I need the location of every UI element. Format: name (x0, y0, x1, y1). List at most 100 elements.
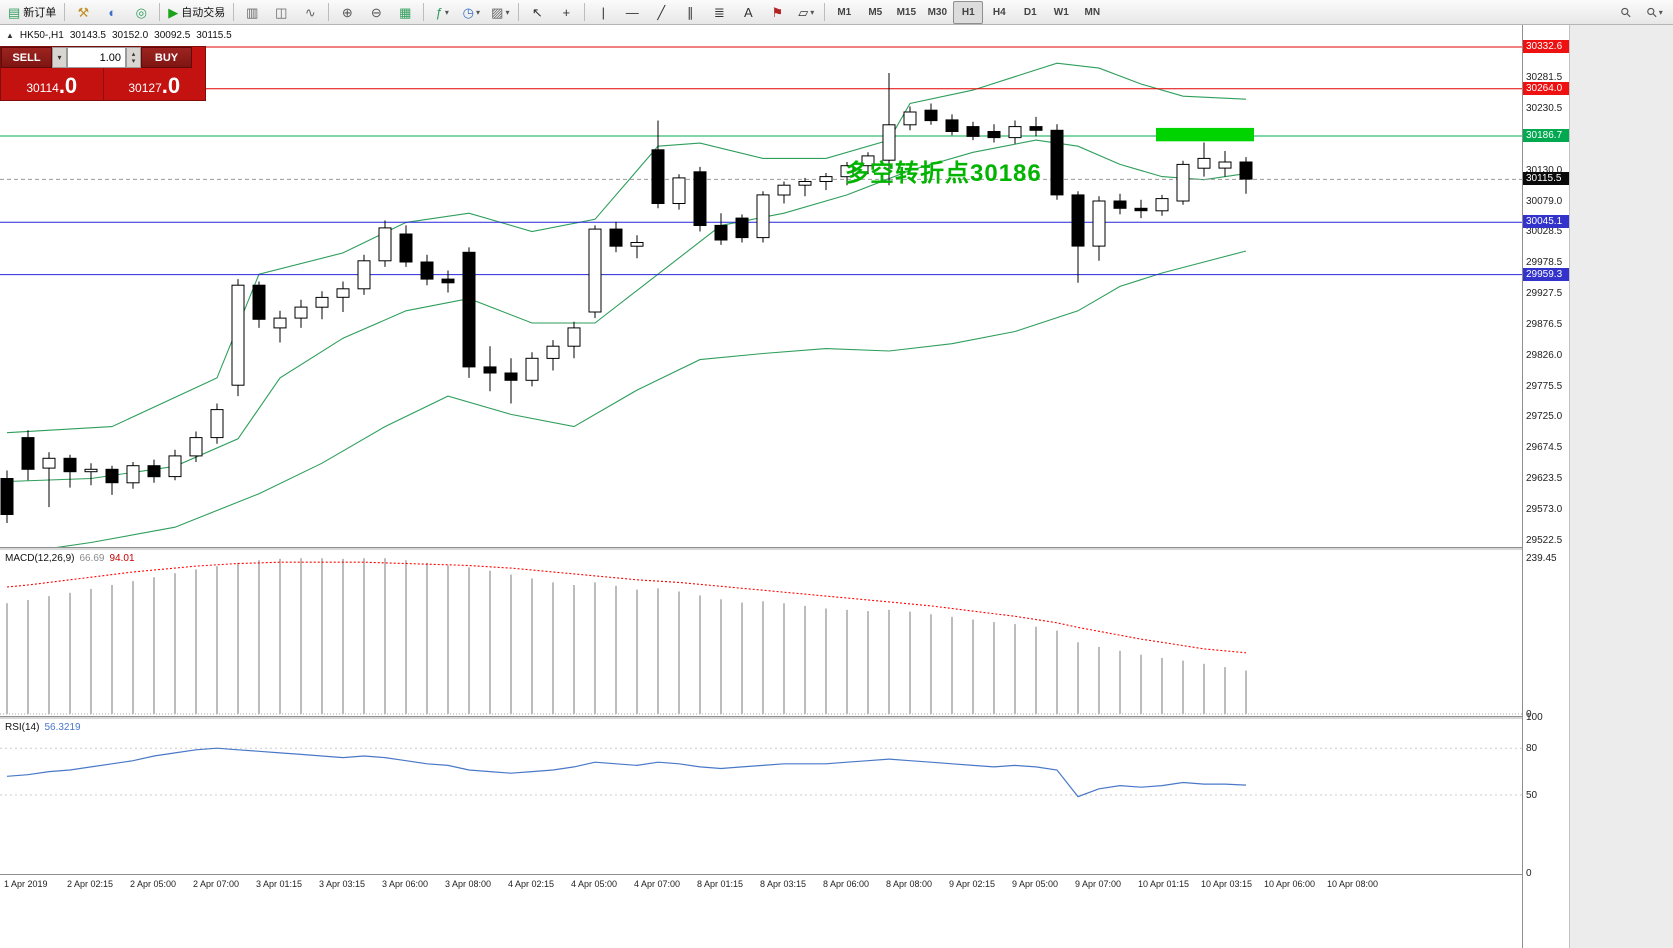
pane-divider[interactable] (0, 547, 1569, 550)
zoom-in-button[interactable]: ⊕ (333, 1, 361, 24)
collapse-objects-icon[interactable]: ▲ (6, 31, 14, 40)
sell-price-small: 30114 (26, 81, 59, 95)
candle-body (1197, 157, 1211, 169)
time-axis[interactable]: 1 Apr 2019 2 Apr 02:15 2 Apr 05:00 2 Apr 07… (0, 874, 1569, 898)
time-axis-label: 10 Apr 01:15 (1138, 879, 1190, 889)
search-icon-button[interactable]: ⚲ (1612, 1, 1640, 24)
candle-body (315, 296, 329, 308)
candle-body (819, 176, 833, 183)
rsi-line (6, 747, 1247, 798)
arrows-button[interactable]: ⚑ (763, 1, 791, 24)
timeframe-h4[interactable]: H4 (992, 6, 1006, 18)
rsi-canvas[interactable] (0, 719, 1522, 874)
candlestick-chart-button[interactable]: ◫ (267, 1, 295, 24)
vertical-line-icon: | (601, 4, 605, 20)
timeframe-m1[interactable]: M1 (837, 6, 852, 18)
candle-body (189, 437, 203, 457)
crosshair-button[interactable]: + (552, 1, 580, 24)
new-order-button[interactable]: ▤ 新订单 (4, 1, 60, 24)
price-axis-label: 29775.5 (1526, 381, 1563, 392)
candle-body (1029, 126, 1043, 131)
text-button[interactable]: A (734, 1, 762, 24)
indicators-button[interactable]: ƒ ▾ (428, 1, 456, 24)
chart-annotation-text[interactable]: 多空转折点30186 (845, 160, 1042, 187)
spin-down-icon: ▾ (131, 57, 136, 65)
rsi-indicator-pane[interactable]: RSI(14) 56.3219 (0, 719, 1522, 874)
profile-icon-button[interactable]: ◐ (98, 1, 126, 24)
autotrading-button[interactable]: ▶ 自动交易 (164, 1, 229, 24)
vertical-line-button[interactable]: | (589, 1, 617, 24)
toolbar-separator (159, 3, 161, 21)
macd-indicator-pane[interactable]: MACD(12,26,9) 66.69 94.01 (0, 550, 1522, 716)
chart-title: HK50-,H1 (19, 30, 64, 41)
trendline-icon: ╱ (657, 4, 666, 20)
macd-name: MACD(12,26,9) (5, 553, 75, 564)
toolbar-separator (328, 3, 330, 21)
tile-windows-button[interactable]: ▦ (391, 1, 419, 24)
candle-body (105, 468, 119, 484)
candle-body (1113, 200, 1127, 209)
timeframe-d1[interactable]: D1 (1023, 6, 1037, 18)
sell-button[interactable]: SELL (1, 47, 52, 68)
cursor-icon: ↖ (531, 4, 543, 20)
buy-button[interactable]: BUY (141, 47, 192, 68)
macd-canvas[interactable] (0, 550, 1522, 716)
candle-body (777, 184, 791, 196)
volume-stepper[interactable]: ▴ ▾ (126, 47, 141, 68)
horizontal-line-button[interactable]: — (618, 1, 646, 24)
candle-body (441, 278, 455, 284)
bar-chart-button[interactable]: ▥ (238, 1, 266, 24)
caret-down-icon: ▾ (505, 7, 510, 17)
timeframe-m5[interactable]: M5 (868, 6, 883, 18)
price-level-badge: 30186.7 (1523, 129, 1569, 142)
buy-price[interactable]: 30127.0 (104, 68, 206, 100)
price-axis-label: 29826.0 (1526, 350, 1563, 361)
timeframe-m15[interactable]: M15 (896, 6, 917, 18)
line-chart-button[interactable]: ∿ (296, 1, 324, 24)
candle-body (714, 224, 728, 241)
price-axis[interactable]: 30281.5 30230.5 30130.0 30079.0 30028.5 29978… (1522, 25, 1569, 948)
ohlc-low: 30092.5 (154, 30, 191, 41)
candle-body (1155, 198, 1169, 212)
periods-button[interactable]: ◷ ▾ (457, 1, 485, 24)
text-icon: A (743, 4, 753, 20)
fibonacci-button[interactable]: ≣ (705, 1, 733, 24)
community-icon-button[interactable]: ◎ (127, 1, 155, 24)
candle-body (420, 261, 434, 280)
zoom-out-button[interactable]: ⊖ (362, 1, 390, 24)
templates-button[interactable]: ▨ ▾ (486, 1, 514, 24)
main-chart-pane[interactable]: ▲ HK50-,H1 30143.5 30152.0 30092.5 30115… (0, 25, 1522, 547)
trendline-button[interactable]: ╱ (647, 1, 675, 24)
sell-price[interactable]: 30114.0 (1, 68, 104, 100)
toolbox-icon-button[interactable]: ⚒ (69, 1, 97, 24)
timeframe-mn[interactable]: MN (1084, 6, 1101, 18)
pane-divider[interactable] (0, 716, 1569, 719)
buy-price-big: .0 (161, 73, 181, 98)
price-axis-label: 29623.5 (1526, 473, 1563, 484)
help-search-icon-button[interactable]: ⚲ ▾ (1641, 1, 1669, 24)
timeframe-w1[interactable]: W1 (1053, 6, 1069, 18)
equidistant-channel-button[interactable]: ∥ (676, 1, 704, 24)
candle-body (924, 109, 938, 122)
shapes-button[interactable]: ▱ ▾ (792, 1, 820, 24)
timeframe-h1[interactable]: H1 (953, 0, 984, 24)
rsi-axis-label: 100 (1526, 712, 1543, 723)
candlestick-chart-canvas[interactable] (0, 25, 1522, 547)
candle-body (651, 149, 665, 205)
templates-icon: ▨ (491, 4, 504, 20)
fibonacci-icon: ≣ (713, 4, 725, 20)
timeframe-m30[interactable]: M30 (927, 6, 948, 18)
candle-body (273, 317, 287, 329)
candle-body (693, 171, 707, 227)
search-icon-icon: ⚲ (1617, 3, 1635, 21)
time-axis-label: 8 Apr 06:00 (823, 879, 870, 889)
candle-body (1008, 126, 1022, 139)
volume-input[interactable] (67, 47, 126, 68)
rsi-axis-label: 50 (1526, 790, 1538, 801)
candle-body (672, 177, 686, 204)
time-axis-label: 8 Apr 08:00 (886, 879, 933, 889)
volume-dropdown-button[interactable]: ▾ (52, 47, 67, 68)
macd-signal-line (6, 561, 1247, 654)
candle-body (903, 111, 917, 126)
cursor-button[interactable]: ↖ (523, 1, 551, 24)
